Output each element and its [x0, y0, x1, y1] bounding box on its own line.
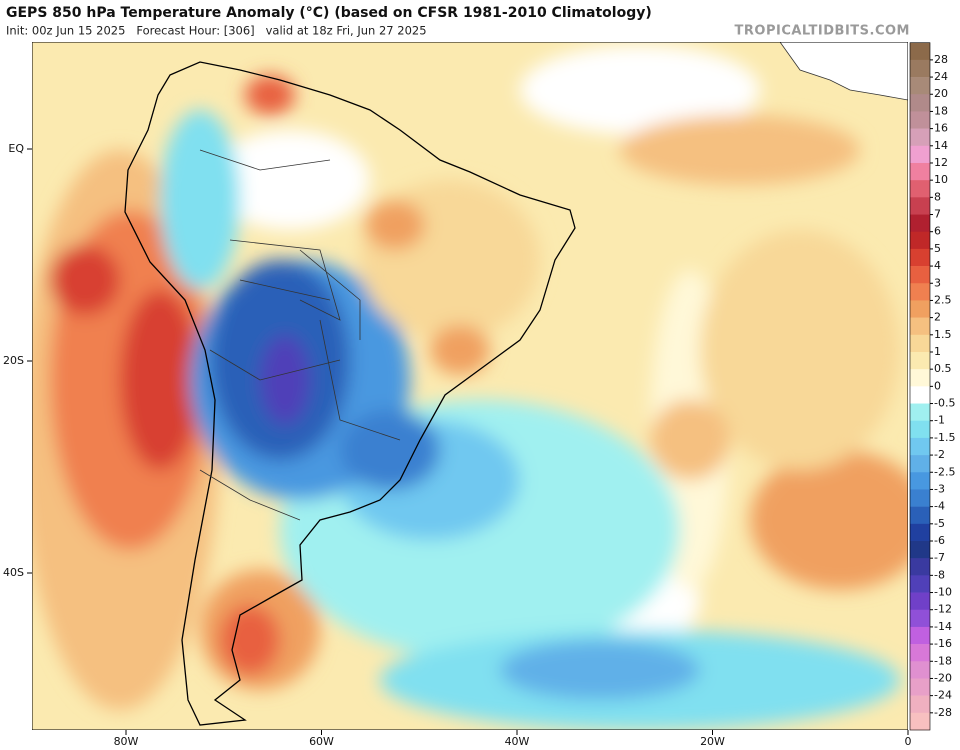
colorbar-label: 1: [934, 345, 941, 358]
colorbar-label: -0.5: [934, 397, 955, 410]
colorbar-segment: [910, 214, 930, 233]
colorbar-label: -8: [934, 568, 945, 581]
colorbar-segment: [910, 369, 930, 387]
colorbar-label: 18: [934, 104, 948, 117]
colorbar-label: 0.5: [934, 362, 952, 375]
colorbar-label: 28: [934, 53, 948, 66]
colorbar-segment: [910, 94, 930, 112]
colorbar-segment: [910, 162, 930, 181]
colorbar-segment: [910, 472, 930, 490]
colorbar-segment: [910, 317, 930, 336]
colorbar-segment: [910, 111, 930, 129]
colorbar-label: 4: [934, 259, 941, 272]
colorbar-label: 24: [934, 70, 948, 83]
colorbar-label: 6: [934, 225, 941, 238]
colorbar-label: 0: [934, 379, 941, 392]
colorbar-label: -24: [934, 689, 952, 702]
colorbar-segment: [910, 351, 930, 370]
colorbar-segment: [910, 661, 930, 679]
lon-label: 60W: [309, 735, 334, 748]
lon-label: 0: [905, 735, 912, 748]
subtitle: Init: 00z Jun 15 2025 Forecast Hour: [30…: [6, 24, 427, 38]
colorbar-label: -2.5: [934, 465, 955, 478]
colorbar: 28 24 20 18 16 14 12 10 8 7 6 5 4 3 2.5 2 1.5 1 0.5 0 -0.5 -1…: [909, 42, 955, 731]
colorbar-segment: [910, 678, 930, 696]
colorbar-label: 12: [934, 156, 948, 169]
colorbar-segment: [910, 609, 930, 628]
colorbar-label: -4: [934, 500, 945, 513]
colorbar-label: -18: [934, 654, 952, 667]
lat-label: EQ: [8, 142, 24, 155]
africa: [779, 42, 908, 101]
colorbar-label: 8: [934, 190, 941, 203]
colorbar-segment: [910, 145, 930, 164]
coastline: [124, 61, 576, 726]
colorbar-segment: [910, 644, 930, 662]
colorbar-segment: [910, 266, 930, 284]
colorbar-segment: [910, 283, 930, 301]
colorbar-segment: [910, 626, 930, 645]
colorbar-label: -16: [934, 637, 952, 650]
colorbar-label: 1.5: [934, 328, 952, 341]
colorbar-segment: [910, 506, 930, 525]
colorbar-segment: [910, 248, 930, 267]
colorbar-segment: [910, 712, 930, 731]
colorbar-segment: [910, 197, 930, 215]
colorbar-label: 7: [934, 208, 941, 221]
colorbar-segment: [910, 334, 930, 353]
colorbar-label: 2: [934, 311, 941, 324]
colorbar-segment: [910, 523, 930, 542]
watermark: TROPICALTIDBITS.COM: [735, 24, 910, 39]
colorbar-segment: [910, 231, 930, 250]
lon-label: 40W: [505, 735, 530, 748]
colorbar-label: 10: [934, 173, 948, 186]
borders: [199, 149, 401, 521]
colorbar-frame: [909, 42, 931, 731]
lat-label: 40S: [3, 566, 24, 579]
colorbar-segment: [910, 180, 930, 198]
title: GEPS 850 hPa Temperature Anomaly (°C) (b…: [6, 5, 652, 21]
colorbar-label: -10: [934, 586, 952, 599]
colorbar-label: 20: [934, 87, 948, 100]
colorbar-segment: [910, 42, 930, 61]
colorbar-segment: [910, 77, 930, 95]
colorbar-label: -28: [934, 706, 952, 719]
colorbar-segment: [910, 403, 930, 422]
colorbar-label: -12: [934, 603, 952, 616]
colorbar-segment: [910, 695, 930, 714]
colorbar-segment: [910, 540, 930, 559]
lon-label: 80W: [114, 735, 139, 748]
colorbar-label: -7: [934, 551, 945, 564]
colorbar-segment: [910, 575, 930, 593]
colorbar-label: -1: [934, 414, 945, 427]
colorbar-label: -5: [934, 517, 945, 530]
colorbar-segment: [910, 300, 930, 318]
colorbar-segment: [910, 386, 930, 404]
colorbar-segment: [910, 455, 930, 473]
axis-labels: EQ 20S 40S 80W 60W 40W 20W 0: [3, 142, 911, 748]
colorbar-segment: [910, 59, 930, 78]
colorbar-segment: [910, 420, 930, 439]
colorbar-label: 5: [934, 242, 941, 255]
colorbar-segment: [910, 558, 930, 576]
lon-label: 20W: [700, 735, 725, 748]
colorbar-segment: [910, 128, 930, 147]
colorbar-label: -20: [934, 671, 952, 684]
colorbar-label: -6: [934, 534, 945, 547]
lat-label: 20S: [3, 354, 24, 367]
colorbar-label: 2.5: [934, 293, 952, 306]
colorbar-label: -1.5: [934, 431, 955, 444]
colorbar-label: 16: [934, 122, 948, 135]
colorbar-label: -2: [934, 448, 945, 461]
colorbar-segment: [910, 437, 930, 456]
map-field: [32, 42, 908, 730]
colorbar-segment: [910, 489, 930, 507]
colorbar-label: -3: [934, 482, 945, 495]
colorbar-label: 14: [934, 139, 948, 152]
colorbar-segment: [910, 592, 930, 611]
colorbar-label: 3: [934, 276, 941, 289]
anomaly-shading: [32, 45, 908, 730]
colorbar-label: -14: [934, 620, 952, 633]
